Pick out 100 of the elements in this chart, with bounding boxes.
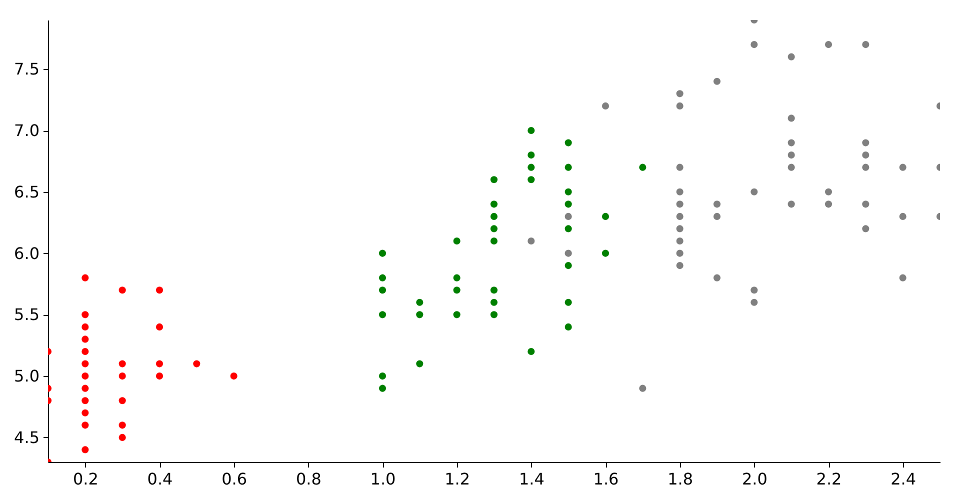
point — [490, 200, 498, 208]
point — [564, 298, 572, 306]
point — [862, 225, 870, 232]
point — [82, 311, 89, 318]
point — [639, 164, 646, 171]
x-tick-label: 2.4 — [890, 470, 916, 488]
point — [453, 237, 460, 245]
point — [602, 250, 610, 257]
point — [82, 397, 89, 404]
point — [713, 212, 721, 220]
x-tick-label: 2.2 — [816, 470, 842, 488]
point — [528, 164, 535, 171]
x-tick-label: 1.8 — [668, 470, 694, 488]
point — [862, 139, 870, 146]
y-tick-label: 6.0 — [14, 244, 40, 263]
point — [82, 336, 89, 343]
point — [490, 225, 498, 232]
point — [118, 286, 126, 294]
x-tick-label: 2.0 — [742, 470, 768, 488]
x-tick-label: 0.6 — [222, 470, 248, 488]
x-tick-label: 0.2 — [72, 470, 98, 488]
point — [564, 188, 572, 196]
point — [564, 212, 572, 220]
point — [788, 200, 795, 208]
y-tick-label: 4.5 — [14, 428, 40, 447]
x-tick-label: 1.6 — [593, 470, 619, 488]
point — [824, 41, 832, 48]
point — [899, 164, 906, 171]
x-tick-label: 0.8 — [296, 470, 322, 488]
point — [676, 102, 684, 110]
point — [602, 212, 610, 220]
point — [676, 225, 684, 232]
x-tick-label: 1.2 — [444, 470, 470, 488]
point — [118, 422, 126, 429]
point — [528, 152, 535, 159]
point — [564, 164, 572, 171]
point — [788, 139, 795, 146]
point — [490, 286, 498, 294]
point — [676, 237, 684, 245]
point — [788, 152, 795, 159]
point — [528, 126, 535, 134]
x-tick-label: 0.4 — [147, 470, 173, 488]
y-tick-label: 5.5 — [14, 305, 40, 324]
point — [713, 78, 721, 85]
point — [156, 323, 164, 330]
point — [490, 298, 498, 306]
point — [82, 323, 89, 330]
point — [82, 446, 89, 454]
point — [676, 250, 684, 257]
point — [82, 409, 89, 416]
y-tick-label: 5.0 — [14, 366, 40, 386]
point — [750, 298, 758, 306]
point — [378, 250, 386, 257]
point — [453, 274, 460, 282]
point — [490, 176, 498, 184]
point — [824, 188, 832, 196]
point — [378, 372, 386, 380]
point — [118, 372, 126, 380]
point — [82, 274, 89, 282]
point — [602, 102, 610, 110]
point — [82, 360, 89, 368]
point — [713, 274, 721, 282]
point — [416, 311, 424, 318]
point — [713, 200, 721, 208]
point — [676, 212, 684, 220]
point — [564, 323, 572, 330]
point — [676, 90, 684, 98]
point — [862, 200, 870, 208]
point — [564, 139, 572, 146]
point — [862, 164, 870, 171]
point — [416, 360, 424, 368]
point — [528, 237, 535, 245]
point — [118, 434, 126, 441]
point — [156, 372, 164, 380]
point — [156, 286, 164, 294]
point — [230, 372, 238, 380]
y-tick-label: 7.0 — [14, 121, 40, 140]
point — [82, 422, 89, 429]
point — [862, 152, 870, 159]
point — [416, 298, 424, 306]
point — [378, 311, 386, 318]
point — [788, 53, 795, 60]
point — [676, 188, 684, 196]
point — [564, 262, 572, 270]
point — [378, 286, 386, 294]
point — [899, 274, 906, 282]
point — [490, 311, 498, 318]
y-tick-label: 6.5 — [14, 182, 40, 202]
point — [676, 200, 684, 208]
point — [750, 188, 758, 196]
point — [82, 384, 89, 392]
x-tick-label: 1.4 — [518, 470, 544, 488]
point — [453, 311, 460, 318]
point — [750, 286, 758, 294]
point — [788, 164, 795, 171]
point — [639, 384, 646, 392]
point — [156, 360, 164, 368]
point — [862, 41, 870, 48]
point — [490, 212, 498, 220]
y-tick-label: 7.5 — [14, 60, 40, 79]
